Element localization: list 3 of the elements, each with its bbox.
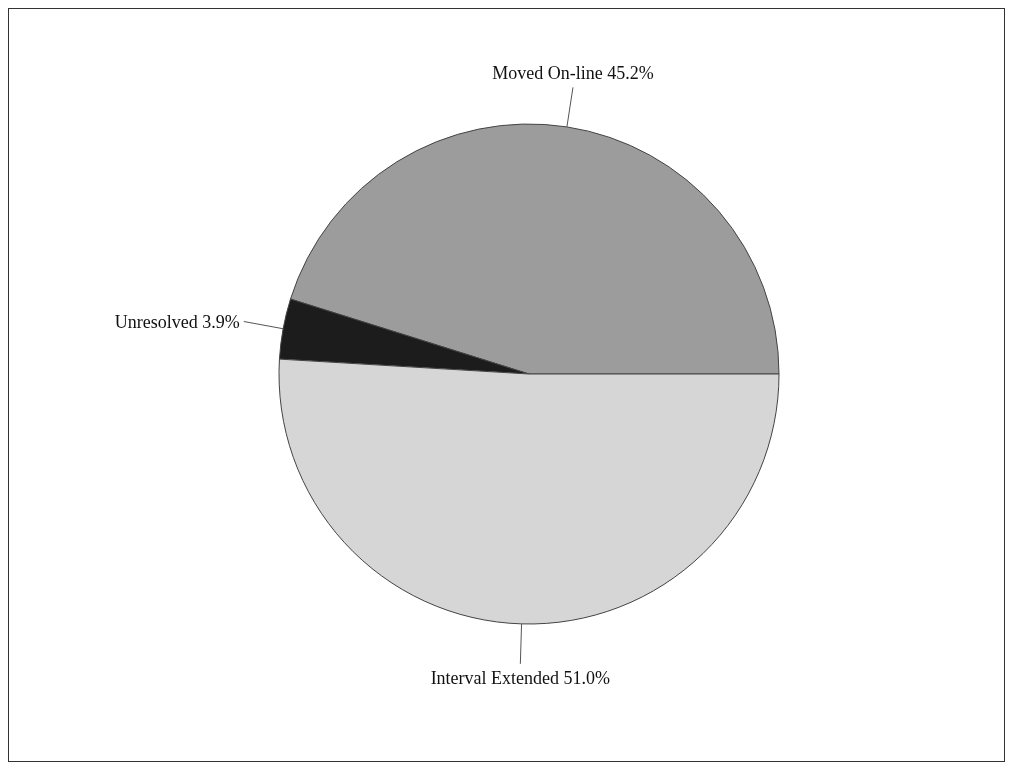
- slice-label: Interval Extended 51.0%: [430, 667, 611, 688]
- slice-label: Unresolved 3.9%: [114, 311, 240, 332]
- slice-label: Moved On-line 45.2%: [492, 63, 654, 84]
